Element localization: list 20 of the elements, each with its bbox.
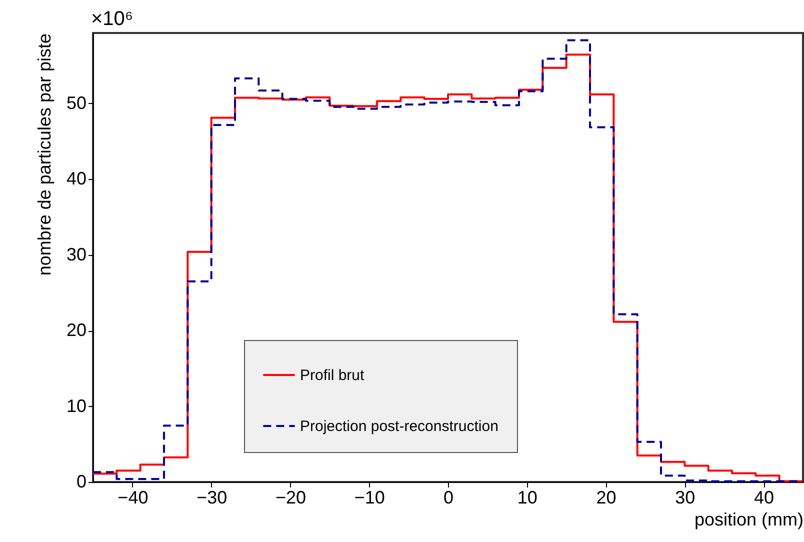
y-tick-label: 20 xyxy=(66,320,86,340)
x-axis-title: position (mm) xyxy=(694,510,804,530)
x-tick-label: −10 xyxy=(354,488,385,508)
y-tick-label: 50 xyxy=(66,92,86,113)
x-tick-label: −30 xyxy=(196,488,228,508)
x-tick-label: −40 xyxy=(118,488,148,508)
x-tick-label: 10 xyxy=(517,488,538,508)
x-tick-label: 0 xyxy=(443,488,454,508)
text: ×10⁶ xyxy=(91,8,134,30)
x-tick-label: −20 xyxy=(275,488,306,508)
y-tick-label: 30 xyxy=(66,244,86,264)
y-axis-title: nombre de particules par piste xyxy=(34,34,54,276)
legend-label: Projection post-reconstruction xyxy=(300,418,498,435)
legend-label: Profil brut xyxy=(300,367,366,384)
x-tick-label: 30 xyxy=(675,488,696,508)
x-tick-label: 40 xyxy=(754,488,774,508)
y-tick-label: 10 xyxy=(66,396,86,416)
y-tick-label: 40 xyxy=(66,168,86,189)
y-tick-label: 0 xyxy=(76,472,86,492)
x-tick-label: 20 xyxy=(596,488,616,508)
